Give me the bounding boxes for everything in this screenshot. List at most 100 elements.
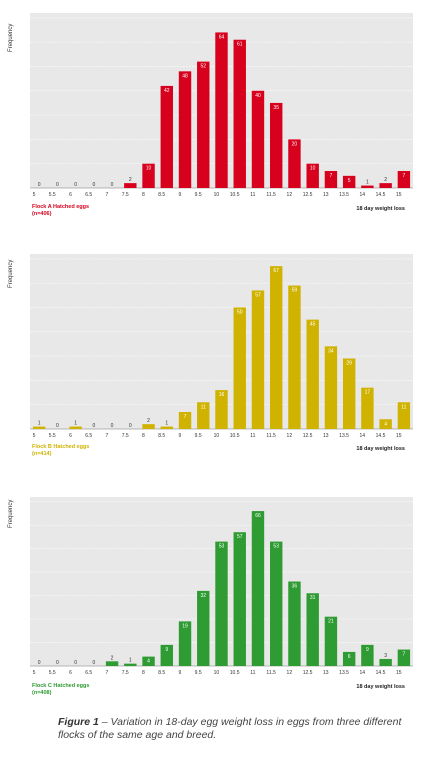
x-tick-label: 6.5: [85, 433, 92, 439]
chart-flock-a: 0505.50606.50727.5108428.5489529.5641061…: [30, 13, 413, 198]
data-label: 0: [92, 660, 95, 666]
bar: [361, 644, 374, 666]
chart-flock-c: 0505.50606.52717.54898.5199329.553105710…: [30, 497, 413, 676]
bar: [124, 183, 137, 188]
bar: [361, 387, 374, 429]
x-axis-label: 18 day weight loss: [356, 446, 405, 452]
data-label: 0: [38, 182, 41, 188]
bar: [324, 346, 338, 429]
x-tick-label: 6.5: [85, 192, 92, 198]
data-label: 1: [366, 180, 369, 186]
data-label: 29: [346, 361, 352, 367]
x-tick-label: 5.5: [49, 433, 56, 439]
bar: [379, 183, 392, 188]
x-tick-label: 15: [396, 670, 402, 676]
x-axis-label: 18 day weight loss: [356, 206, 405, 212]
x-tick-label: 8: [142, 192, 145, 198]
legend-flock-c-count: (n=408): [32, 690, 52, 696]
data-label: 11: [401, 404, 406, 410]
data-label: 0: [92, 182, 95, 188]
x-tick-label: 10.5: [230, 433, 240, 439]
x-tick-label: 10: [214, 670, 220, 676]
bar: [233, 532, 246, 666]
data-label: 34: [328, 348, 334, 354]
data-label: 9: [366, 647, 369, 653]
data-label: 11: [201, 404, 206, 410]
bar: [379, 658, 392, 666]
x-tick-label: 7.5: [122, 433, 129, 439]
data-label: 4: [384, 421, 387, 427]
bar: [69, 426, 82, 429]
data-label: 2: [111, 655, 114, 661]
y-axis-label: Frequency: [8, 23, 14, 52]
data-label: 52: [200, 64, 206, 70]
x-tick-label: 9.5: [195, 433, 202, 439]
bar: [142, 424, 155, 429]
data-label: 67: [273, 268, 279, 274]
x-tick-label: 8.5: [158, 192, 165, 198]
x-tick-label: 14.5: [376, 433, 386, 439]
data-label: 21: [328, 619, 334, 625]
x-tick-label: 5.5: [49, 670, 56, 676]
bar: [124, 663, 137, 666]
data-label: 2: [147, 418, 150, 424]
legend-flock-c-name: Flock C Hatched eggs: [32, 683, 90, 689]
x-tick-label: 9: [179, 433, 182, 439]
legend-flock-b-name: Flock B Hatched eggs: [32, 444, 90, 450]
x-tick-label: 12: [287, 433, 293, 439]
data-label: 10: [310, 166, 316, 172]
bar: [197, 402, 210, 429]
data-label: 42: [164, 88, 170, 94]
bar: [215, 32, 228, 188]
bar: [160, 644, 173, 666]
x-tick-label: 10: [214, 433, 220, 439]
bar: [270, 266, 283, 429]
data-label: 1: [74, 421, 77, 427]
data-label: 7: [402, 652, 405, 658]
data-label: 7: [184, 414, 187, 420]
x-tick-label: 14: [360, 670, 366, 676]
bar: [342, 175, 356, 188]
data-label: 64: [219, 34, 225, 40]
bar: [288, 139, 301, 188]
x-tick-label: 12.5: [303, 433, 313, 439]
x-tick-label: 7.5: [122, 192, 129, 198]
x-tick-label: 10.5: [230, 670, 240, 676]
data-label: 20: [292, 141, 298, 147]
bar: [142, 656, 155, 666]
bar: [342, 651, 356, 666]
x-tick-label: 13: [323, 670, 329, 676]
data-label: 53: [219, 544, 225, 550]
bar: [197, 61, 210, 188]
data-label: 57: [237, 534, 243, 540]
x-tick-label: 9: [179, 192, 182, 198]
data-label: 40: [255, 93, 261, 99]
x-tick-label: 5: [33, 433, 36, 439]
data-label: 17: [365, 390, 371, 396]
bar: [215, 390, 228, 429]
bar: [178, 411, 192, 429]
bar: [397, 402, 411, 429]
data-label: 7: [330, 173, 333, 179]
bar: [251, 290, 265, 429]
bar: [397, 170, 411, 188]
x-tick-label: 6: [69, 670, 72, 676]
y-axis-label: Frequency: [8, 259, 14, 288]
x-tick-label: 13: [323, 192, 329, 198]
x-tick-label: 5.5: [49, 192, 56, 198]
x-tick-label: 5: [33, 670, 36, 676]
bar: [32, 426, 46, 429]
x-tick-label: 6.5: [85, 670, 92, 676]
data-label: 32: [200, 593, 206, 599]
x-tick-label: 8: [142, 433, 145, 439]
x-tick-label: 14.5: [376, 192, 386, 198]
data-label: 0: [111, 423, 114, 429]
data-label: 50: [237, 309, 243, 315]
x-tick-label: 11: [250, 670, 255, 676]
data-label: 10: [146, 166, 152, 172]
bar: [306, 319, 319, 429]
x-tick-label: 12: [287, 670, 293, 676]
data-label: 16: [219, 392, 225, 398]
x-tick-label: 14: [360, 433, 366, 439]
bar: [178, 71, 192, 188]
